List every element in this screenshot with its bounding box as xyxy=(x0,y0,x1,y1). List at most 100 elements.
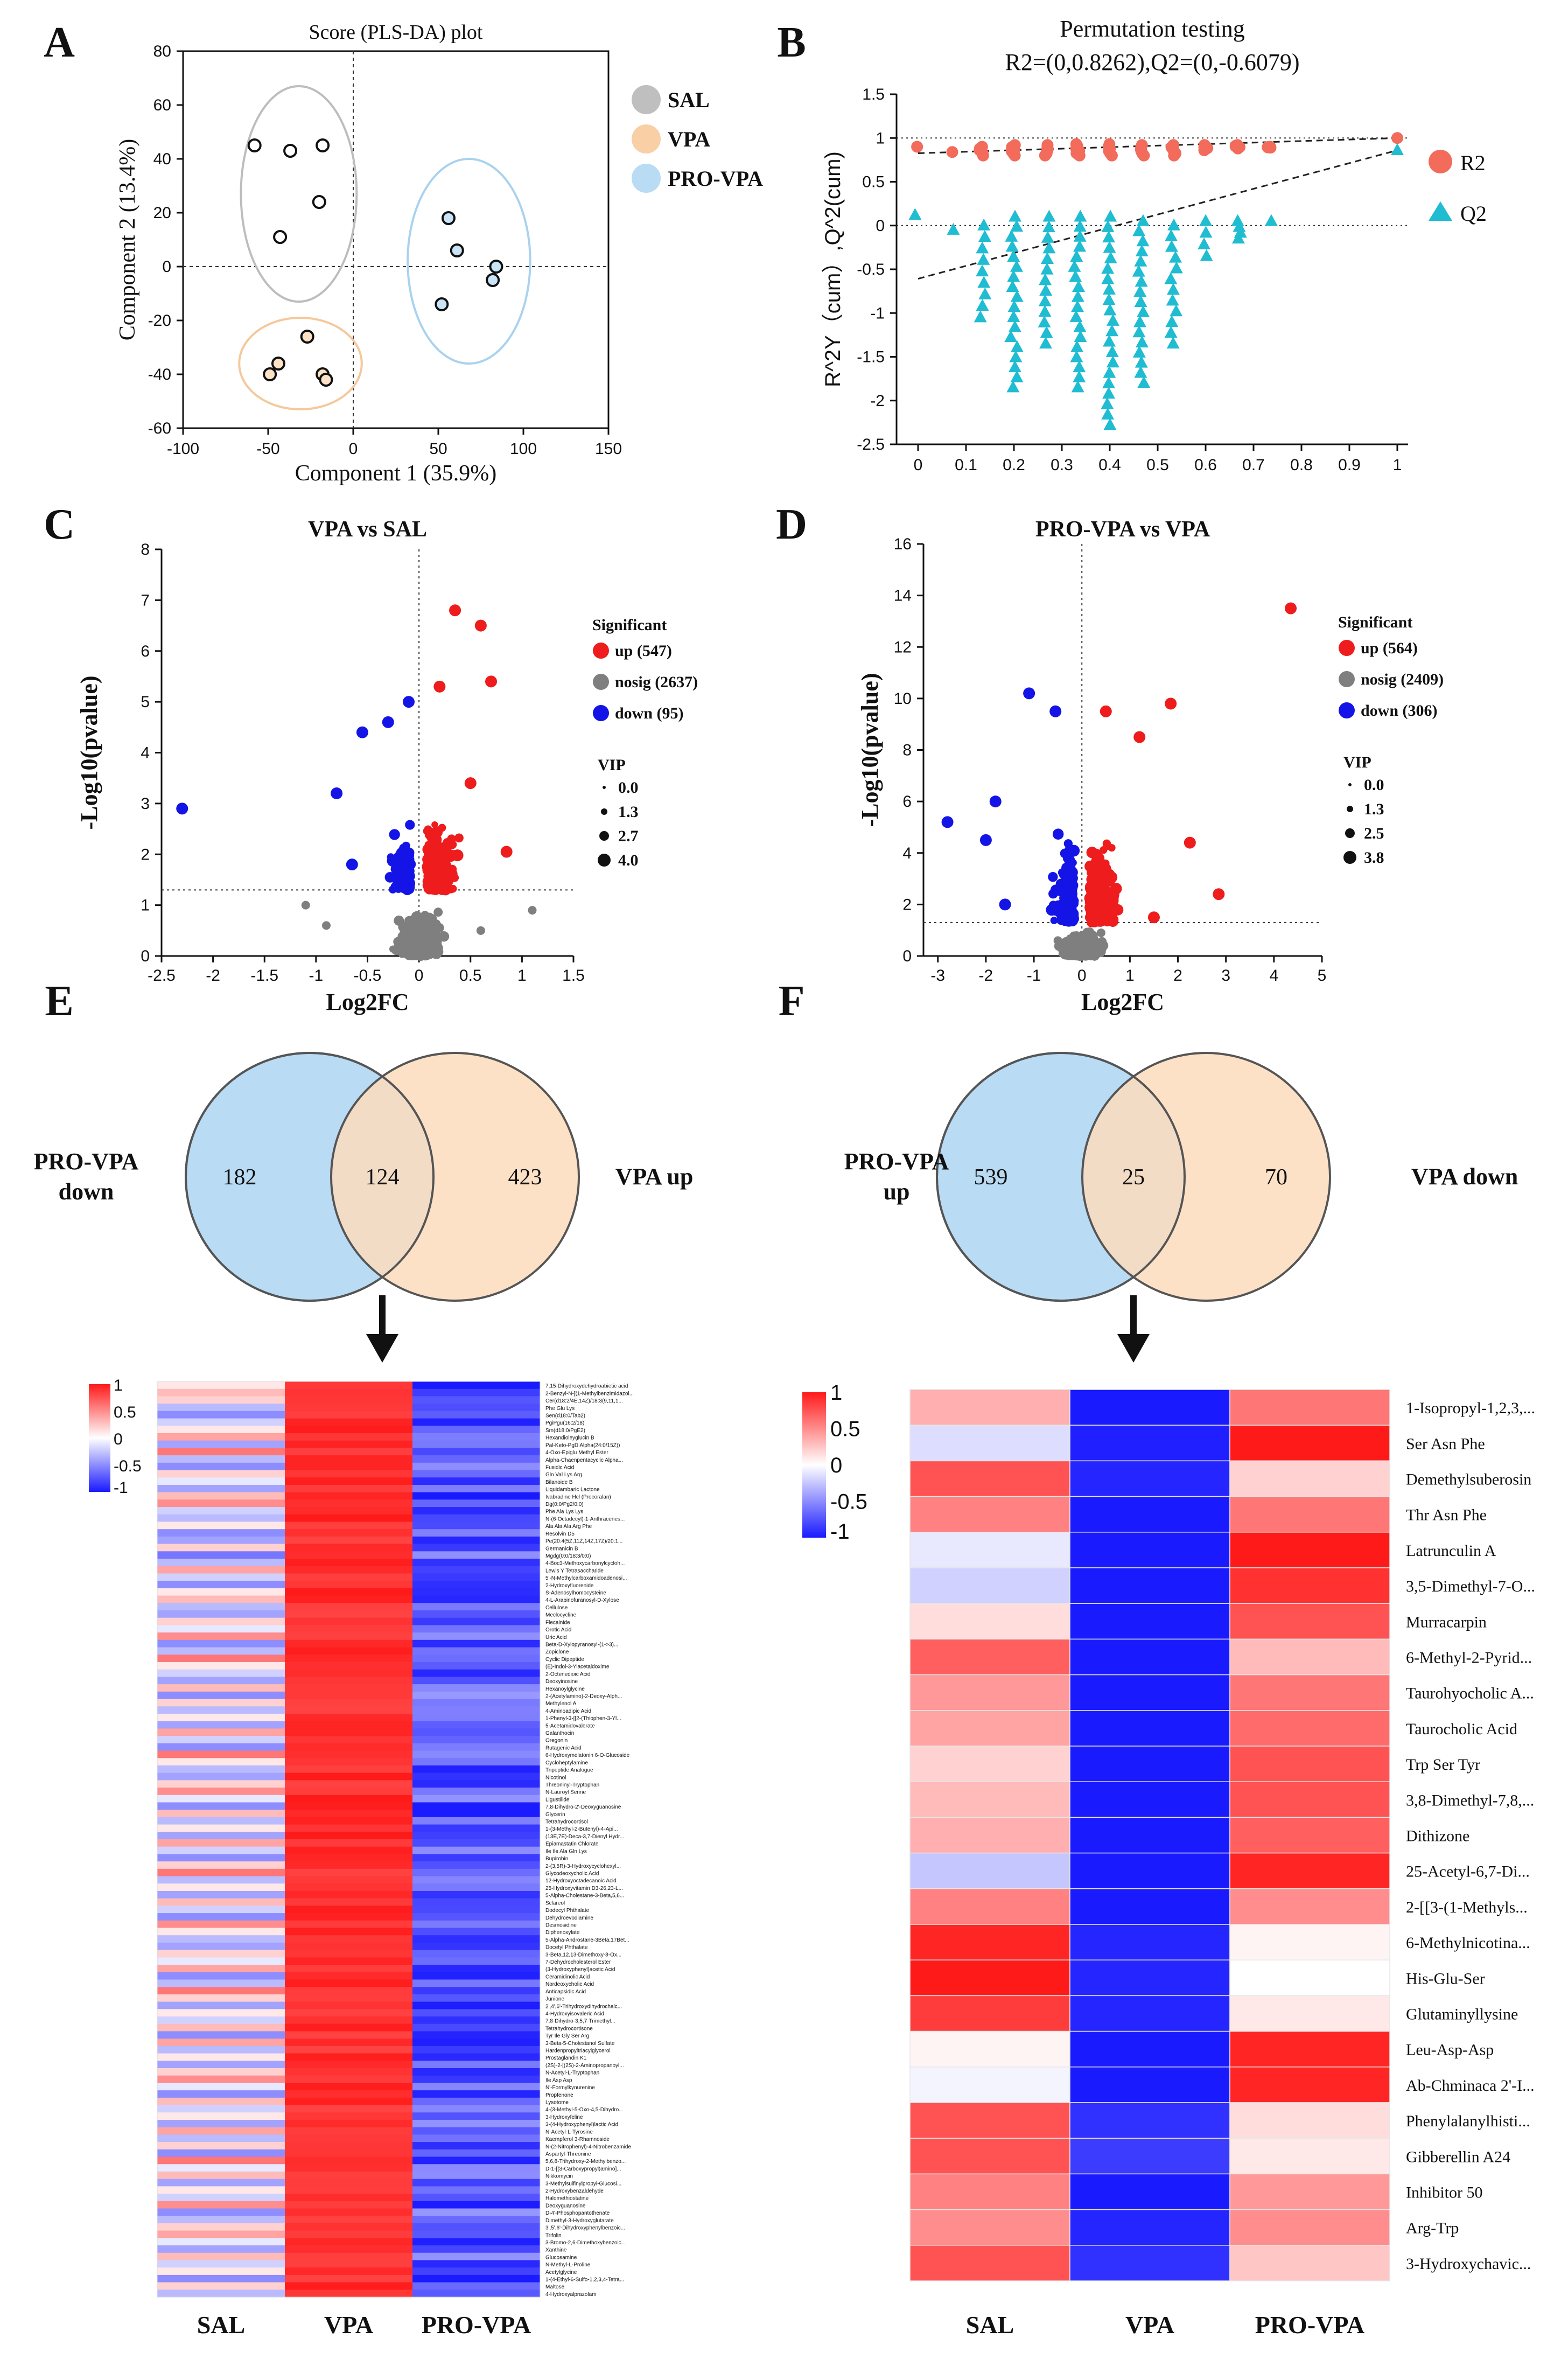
panel-f-heatmap-cell xyxy=(909,1638,1070,1676)
panel-e-heatmap-cell xyxy=(285,1743,412,1751)
panel-e-row-label: Zopiclone xyxy=(545,1649,569,1655)
panel-e-heatmap-cell xyxy=(157,1470,285,1478)
panel-a-ytick-label: -40 xyxy=(148,366,171,383)
panel-e-heatmap-cell xyxy=(157,2282,285,2290)
panel-d-nosig-point xyxy=(1082,927,1092,937)
panel-e-heatmap-cell xyxy=(157,1617,285,1626)
panel-b-q2-point xyxy=(1170,261,1183,274)
panel-e-heatmap-cell xyxy=(412,1462,540,1471)
panel-a-ellipse-sal xyxy=(240,85,358,303)
panel-b-q2-point xyxy=(1070,340,1084,352)
panel-d-xtick-label: -3 xyxy=(930,967,945,985)
panel-c-vip-swatch xyxy=(598,854,611,867)
panel-b-q2-point xyxy=(1039,283,1053,296)
panel-e-scale-tick: 1 xyxy=(114,1377,123,1394)
panel-c-nosig-point xyxy=(433,908,443,917)
panel-b-xtick-label: 0.5 xyxy=(1146,456,1169,474)
panel-a-legend-swatch xyxy=(632,124,661,153)
panel-e-heatmap-cell xyxy=(285,2127,412,2135)
panel-e-heatmap-cell xyxy=(157,2142,285,2150)
panel-b-xtick-label: 0 xyxy=(914,456,923,474)
panel-d-vip-title: VIP xyxy=(1343,753,1371,771)
panel-e-heatmap-cell xyxy=(157,1691,285,1700)
panel-a-ytick-label: 80 xyxy=(153,43,171,60)
panel-e-heatmap-cell xyxy=(157,1713,285,1722)
panel-b-q2-point xyxy=(1101,262,1115,274)
panel-f-row-label: 3,5-Dimethyl-7-O... xyxy=(1406,1578,1535,1595)
panel-e-heatmap-cell xyxy=(157,2164,285,2172)
panel-e-heatmap-cell xyxy=(412,2290,540,2298)
panel-e-heatmap-cell xyxy=(285,1920,412,1929)
panel-e-heatmap-cell xyxy=(285,1440,412,1448)
panel-e-scale-tick: -0.5 xyxy=(114,1457,142,1475)
panel-f-venn-right-label: VPA down xyxy=(1411,1163,1518,1190)
panel-b-q2-point xyxy=(1134,366,1147,378)
panel-f-row-label: Leu-Asp-Asp xyxy=(1406,2041,1494,2059)
panel-f-heatmap-cell xyxy=(909,1781,1070,1818)
panel-e-row-label: (2S)-2-[(2S)-2-Aminopropanoyl... xyxy=(545,2063,624,2069)
panel-b-legend-r2-label: R2 xyxy=(1460,151,1486,175)
panel-f-heatmap-cell xyxy=(1069,1924,1230,1960)
panel-e-venn-left-label: PRO-VPA xyxy=(34,1148,139,1175)
panel-e-row-label: Halomethiostatine xyxy=(545,2196,589,2202)
panel-e-heatmap-cell xyxy=(157,1411,285,1419)
panel-e-heatmap-cell xyxy=(412,1677,540,1685)
panel-e-venn-overlap-count: 124 xyxy=(366,1165,400,1190)
panel-e-heatmap-cell xyxy=(412,2186,540,2194)
panel-e-heatmap-cell xyxy=(412,1529,540,1537)
panel-e-heatmap-cell xyxy=(412,1876,540,1884)
panel-e-heatmap-cell xyxy=(412,1861,540,1869)
panel-e-heatmap-cell xyxy=(412,1906,540,1914)
panel-e-heatmap-cell xyxy=(157,2186,285,2194)
panel-e-heatmap-cell xyxy=(285,2083,412,2091)
panel-b-q2-point xyxy=(908,208,922,220)
panel-e-row-label: Pal-Keto-PgD Alpha(24:0/15Z)) xyxy=(545,1442,620,1448)
panel-f-venn-left-outline xyxy=(936,1052,1186,1302)
panel-f-row-label: Arg-Trp xyxy=(1406,2220,1459,2237)
panel-e-heatmap-cell xyxy=(412,2230,540,2238)
panel-e-heatmap-cell xyxy=(157,2023,285,2032)
panel-e-heatmap-cell xyxy=(157,1566,285,1574)
panel-c-up-point xyxy=(430,834,442,846)
panel-e-heatmap-cell xyxy=(157,1639,285,1648)
panel-a-title: Score (PLS-DA) plot xyxy=(309,21,483,44)
panel-b-q2-point xyxy=(1041,231,1054,243)
panel-e-heatmap-cell xyxy=(285,2053,412,2061)
panel-e-heatmap-cell xyxy=(157,1987,285,1995)
panel-b-xtick-label: 0.1 xyxy=(955,456,977,474)
panel-b-q2-point xyxy=(1102,334,1116,347)
panel-b-xtick-label: 0.6 xyxy=(1194,456,1217,474)
panel-b-q2-point xyxy=(1040,326,1053,338)
panel-e-heatmap-cell xyxy=(412,1507,540,1515)
panel-c-down-point xyxy=(403,696,415,708)
panel-f-heatmap-cell xyxy=(1229,2209,1390,2246)
panel-d-down-point xyxy=(1050,917,1058,924)
panel-e-heatmap-cell xyxy=(157,1647,285,1655)
panel-e-heatmap-cell xyxy=(285,1868,412,1877)
panel-e-venn-right-label: VPA up xyxy=(615,1163,694,1190)
panel-f-heatmap-cell xyxy=(1069,1638,1230,1676)
panel-e-heatmap-cell xyxy=(285,1662,412,1670)
panel-e-row-label: 12-Hydroxyoctadecanoic Acid xyxy=(545,1878,617,1884)
panel-e-heatmap-cell xyxy=(412,2097,540,2106)
panel-e-heatmap-cell xyxy=(412,2009,540,2017)
panel-e-heatmap-cell xyxy=(412,1388,540,1397)
panel-e-row-label: 7,15-Dihydroxydehydroabietic acid xyxy=(545,1384,628,1390)
panel-e-heatmap-cell xyxy=(412,1935,540,1943)
panel-e-row-label: Pe(20:4(5Z,11Z,14Z,17Z)/20:1... xyxy=(545,1539,622,1545)
panel-e-heatmap-cell xyxy=(412,2179,540,2187)
panel-e-row-label: (3-Hydroxyphenyl)acetic Acid xyxy=(545,1967,615,1973)
panel-c-down-point xyxy=(405,884,415,894)
panel-e-row-label: 4-Hydroxyalprazolam xyxy=(545,2292,596,2298)
panel-f-heatmap-cell xyxy=(1069,2030,1230,2068)
panel-e-heatmap-cell xyxy=(157,1906,285,1914)
panel-a-point-sal xyxy=(312,195,326,209)
panel-c-legend-swatch xyxy=(593,674,609,690)
panel-e-row-label: Liquidambaric Lactone xyxy=(545,1487,600,1493)
panel-e-row-label: Dimethyl-3-Hydroxyglutarate xyxy=(545,2218,614,2224)
panel-b-q2-point xyxy=(1070,350,1083,362)
panel-e-row-label: Tetrahydrocortisone xyxy=(545,2026,593,2032)
panel-c-down-point xyxy=(400,843,408,852)
panel-e-row-label: (E)-Indol-3-Ylacetaldoxime xyxy=(545,1664,610,1670)
panel-e-heatmap-cell xyxy=(285,1883,412,1892)
